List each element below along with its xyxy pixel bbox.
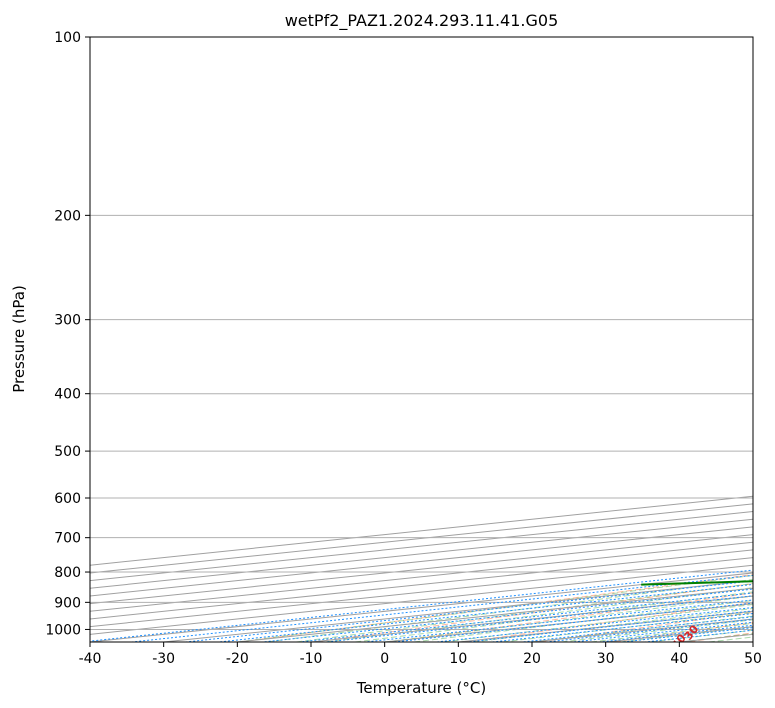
x-tick-label: 30 [597, 651, 615, 667]
mixing-ratio-line [492, 613, 753, 642]
mixing-ratio-line [326, 595, 753, 642]
moist-adiabat-line [384, 595, 753, 642]
dry-adiabat-line [314, 583, 753, 642]
isotherm-line [90, 572, 753, 642]
isotherm-line [310, 595, 753, 642]
moist-adiabat-line [325, 587, 753, 642]
isotherm-line [237, 587, 753, 642]
mixing-ratio-lines [90, 569, 753, 642]
isotherm-line [90, 549, 753, 620]
plot-area: -100-90-80-70-60-50-40-30-20-10010203040… [90, 37, 775, 651]
moist-adiabat-line [296, 583, 753, 642]
mixing-ratio-line [90, 569, 753, 642]
x-axis-label: Temperature (°C) [356, 679, 486, 697]
dry-adiabat-line [464, 602, 753, 642]
isotherm-line [90, 503, 753, 574]
isotherm-line [679, 633, 753, 642]
isotherm-line [90, 518, 753, 589]
y-tick-label: 100 [54, 30, 81, 46]
isotherm-line [90, 564, 753, 635]
isotherm-line [90, 495, 753, 566]
plot-frame [89, 36, 754, 643]
mixing-ratio-line [185, 580, 753, 642]
x-tick-label: 0 [380, 651, 389, 667]
dry-adiabat-line [613, 621, 753, 642]
x-axis: -40 -30 -20 -10 0 10 20 30 40 50 [79, 642, 762, 667]
isotherm-line [90, 511, 753, 582]
y-tick-label: 300 [54, 313, 81, 329]
x-tick-label: -30 [152, 651, 175, 667]
mixing-ratio-line [262, 588, 753, 642]
isotherm-line [605, 626, 753, 642]
isotherm-line [163, 580, 753, 642]
dry-adiabat-line [688, 632, 753, 642]
isotherms [90, 495, 753, 642]
isotherm-line [90, 534, 753, 605]
moist-adiabat-line [561, 619, 753, 642]
moist-adiabats [237, 574, 753, 642]
dry-adiabats [239, 37, 775, 642]
x-tick-label: -10 [300, 651, 323, 667]
mixing-ratio-line [394, 602, 753, 642]
x-tick-label: 40 [670, 651, 688, 667]
isotherm-line [90, 541, 753, 612]
y-tick-label: 1000 [45, 622, 81, 638]
x-tick-label: -20 [226, 651, 249, 667]
isotherm-line [90, 557, 753, 628]
moist-adiabat-line [590, 622, 753, 642]
y-tick-label: 200 [54, 208, 81, 224]
isotherm-line [90, 526, 753, 597]
isobar-grid [90, 37, 753, 630]
moist-adiabat-line [620, 626, 753, 642]
isotherm-label: 40 [669, 631, 689, 651]
x-tick-label: 20 [523, 651, 541, 667]
y-tick-label: 600 [54, 491, 81, 507]
moist-adiabat-line [679, 633, 753, 642]
moist-adiabat-line [355, 591, 753, 642]
y-tick-label: 400 [54, 387, 81, 403]
mixing-ratio-line [436, 607, 753, 642]
y-tick-label: 700 [54, 531, 81, 547]
x-tick-label: 10 [449, 651, 467, 667]
mixing-ratio-line [218, 583, 753, 642]
isotherm-line [458, 610, 753, 642]
profiles [641, 580, 753, 586]
dry-adiabat-line [763, 37, 775, 642]
chart-title: wetPf2_PAZ1.2024.293.11.41.G05 [285, 11, 559, 31]
x-tick-label: -40 [79, 651, 102, 667]
y-tick-label: 900 [54, 595, 81, 611]
moist-adiabat-line [237, 574, 753, 642]
dewpoint-profile-line [641, 580, 753, 586]
dry-adiabat-line [239, 574, 753, 642]
x-tick-label: 50 [744, 651, 762, 667]
y-axis: 1000 900 800 700 600 500 400 300 200 100 [45, 30, 90, 638]
mixing-ratio-line [131, 574, 753, 642]
moist-adiabat-line [266, 578, 753, 642]
isotherm-line [752, 641, 753, 642]
y-tick-label: 800 [54, 565, 81, 581]
y-tick-label: 500 [54, 444, 81, 460]
moist-adiabat-line [414, 599, 753, 642]
y-axis-label: Pressure (hPa) [10, 285, 28, 393]
